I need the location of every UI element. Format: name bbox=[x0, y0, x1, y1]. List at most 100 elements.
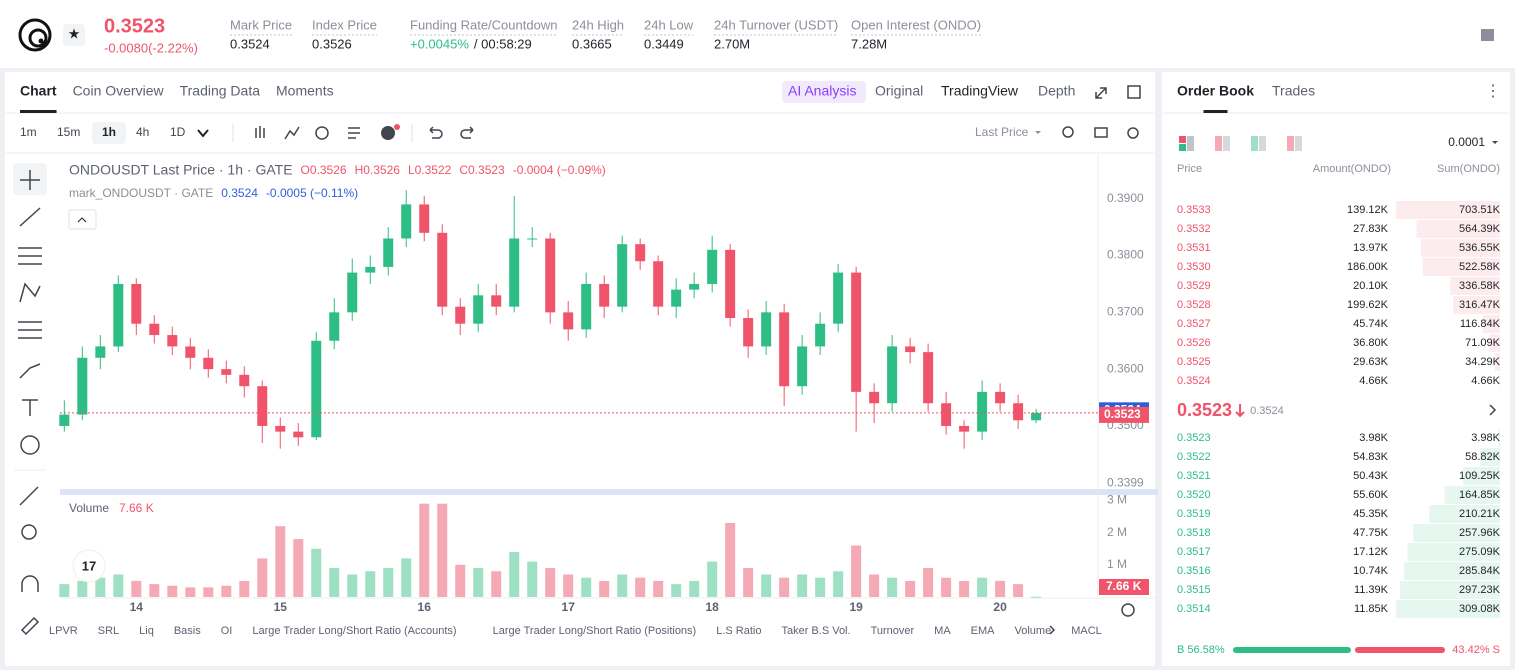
ob-tab[interactable]: Trades bbox=[1272, 83, 1315, 99]
depth-bar bbox=[1396, 600, 1500, 618]
interval[interactable]: 1m bbox=[20, 125, 37, 139]
indicator[interactable]: L.S Ratio bbox=[716, 625, 761, 637]
volume-bar bbox=[149, 584, 160, 597]
chart-view[interactable]: TradingView bbox=[941, 83, 1019, 99]
ob-price[interactable]: 0.3518 bbox=[1177, 527, 1211, 539]
line-tool[interactable] bbox=[19, 207, 41, 227]
candle-type-icon[interactable] bbox=[255, 126, 265, 138]
ob-sum: 3.98K bbox=[1471, 432, 1500, 444]
ob-price[interactable]: 0.3528 bbox=[1177, 299, 1211, 311]
indicator[interactable]: Large Trader Long/Short Ratio (Accounts) bbox=[252, 625, 456, 637]
ob-price[interactable]: 0.3521 bbox=[1177, 470, 1211, 482]
emoji-tool[interactable] bbox=[20, 435, 40, 455]
ob-price[interactable]: 0.3516 bbox=[1177, 565, 1211, 577]
favorite-button[interactable] bbox=[63, 24, 85, 46]
collapse-button[interactable] bbox=[68, 209, 97, 230]
ob-price[interactable]: 0.3525 bbox=[1177, 356, 1211, 368]
indicator-icon[interactable] bbox=[284, 126, 300, 140]
ob-price[interactable]: 0.3523 bbox=[1177, 432, 1211, 444]
candle-body bbox=[707, 249, 718, 284]
indicator[interactable]: OI bbox=[221, 625, 233, 637]
gear-icon[interactable] bbox=[1127, 127, 1139, 139]
indicator[interactable]: Basis bbox=[174, 625, 201, 637]
camera-icon[interactable] bbox=[1094, 127, 1108, 138]
zoom-tool[interactable] bbox=[21, 524, 37, 540]
search-icon[interactable] bbox=[1062, 126, 1074, 138]
ob-price[interactable]: 0.3530 bbox=[1177, 261, 1211, 273]
stats: Mark Price 0.3524 Index Price 0.3526 Funding… bbox=[230, 17, 982, 51]
crosshair-tool[interactable] bbox=[20, 170, 40, 190]
brush-tool[interactable] bbox=[19, 363, 41, 379]
ob-price[interactable]: 0.3517 bbox=[1177, 546, 1211, 558]
indicator[interactable]: LPVR bbox=[49, 625, 78, 637]
x-tick-label: 14 bbox=[130, 600, 144, 614]
interval[interactable]: 1D bbox=[170, 125, 186, 139]
more-arrow[interactable] bbox=[1049, 625, 1056, 635]
indicator[interactable]: EMA bbox=[971, 625, 996, 637]
interval[interactable]: 4h bbox=[136, 125, 149, 139]
ob-price[interactable]: 0.3533 bbox=[1177, 204, 1211, 216]
ob-price[interactable]: 0.3515 bbox=[1177, 584, 1211, 596]
menu-icon[interactable]: ⋮ bbox=[1485, 83, 1501, 100]
ob-price[interactable]: 0.3526 bbox=[1177, 337, 1211, 349]
window-icon[interactable] bbox=[1127, 85, 1141, 99]
measure-tool[interactable] bbox=[19, 486, 39, 506]
ob-price[interactable]: 0.3527 bbox=[1177, 318, 1211, 330]
replay-icon[interactable] bbox=[315, 126, 329, 140]
channel-tool[interactable] bbox=[18, 247, 42, 265]
indicator[interactable]: Large Trader Long/Short Ratio (Positions… bbox=[493, 625, 697, 637]
ob-price[interactable]: 0.3532 bbox=[1177, 223, 1211, 235]
depth-bar bbox=[1403, 562, 1500, 580]
ob-tab[interactable]: Order Book bbox=[1177, 83, 1254, 99]
tab[interactable]: Coin Overview bbox=[73, 83, 165, 99]
interval[interactable]: 15m bbox=[57, 125, 80, 139]
template-icon[interactable] bbox=[348, 127, 360, 139]
ob-price[interactable]: 0.3531 bbox=[1177, 242, 1211, 254]
chart-view[interactable]: Depth bbox=[1038, 83, 1075, 99]
indicator[interactable]: MACL bbox=[1071, 625, 1102, 637]
expand-icon[interactable] bbox=[1095, 87, 1107, 99]
ob-price[interactable]: 0.3514 bbox=[1177, 603, 1211, 615]
ob-price[interactable]: 0.3529 bbox=[1177, 280, 1211, 292]
interval[interactable]: 1h bbox=[102, 125, 116, 139]
dropdown-arrow[interactable] bbox=[197, 129, 209, 138]
volume-bar bbox=[797, 574, 808, 597]
indicator[interactable]: Volume bbox=[1015, 625, 1052, 637]
candle-body bbox=[923, 352, 934, 404]
price-type[interactable]: Last Price bbox=[975, 125, 1029, 139]
chart-view[interactable]: AI Analysis bbox=[788, 83, 856, 99]
stat-value: 2.70M bbox=[714, 36, 750, 51]
ob-price[interactable]: 0.3522 bbox=[1177, 451, 1211, 463]
precision[interactable]: 0.0001 bbox=[1448, 135, 1485, 149]
fib-tool[interactable] bbox=[18, 321, 42, 339]
ob-amount: 10.74K bbox=[1353, 565, 1389, 577]
pencil-tool[interactable] bbox=[20, 616, 40, 636]
ob-price[interactable]: 0.3520 bbox=[1177, 489, 1211, 501]
text-tool[interactable] bbox=[22, 399, 38, 416]
redo-icon[interactable] bbox=[460, 126, 474, 139]
indicator[interactable]: MA bbox=[934, 625, 951, 637]
chart-view[interactable]: Original bbox=[875, 83, 923, 99]
tab[interactable]: Chart bbox=[20, 83, 57, 99]
indicator[interactable]: Liq bbox=[139, 625, 154, 637]
volume-bar bbox=[275, 526, 286, 597]
candle-body bbox=[527, 238, 538, 240]
volume-bar bbox=[995, 580, 1006, 597]
indicator[interactable]: Turnover bbox=[871, 625, 915, 637]
magnet-tool[interactable] bbox=[21, 575, 39, 592]
indicator[interactable]: Taker B.S Vol. bbox=[781, 625, 850, 637]
settings-icon[interactable] bbox=[1481, 29, 1494, 41]
settings-icon[interactable] bbox=[1121, 603, 1135, 617]
tab[interactable]: Moments bbox=[276, 83, 334, 99]
tab[interactable]: Trading Data bbox=[180, 83, 261, 99]
ob-price[interactable]: 0.3519 bbox=[1177, 508, 1211, 520]
detail-arrow[interactable] bbox=[1489, 404, 1497, 416]
volume-tick-label: 3 M bbox=[1107, 493, 1127, 507]
add-icon[interactable] bbox=[381, 126, 395, 140]
pattern-tool[interactable] bbox=[19, 282, 41, 303]
candle-body bbox=[113, 283, 124, 347]
ob-price[interactable]: 0.3524 bbox=[1177, 375, 1211, 387]
undo-icon[interactable] bbox=[429, 126, 443, 139]
indicator[interactable]: SRL bbox=[98, 625, 119, 637]
